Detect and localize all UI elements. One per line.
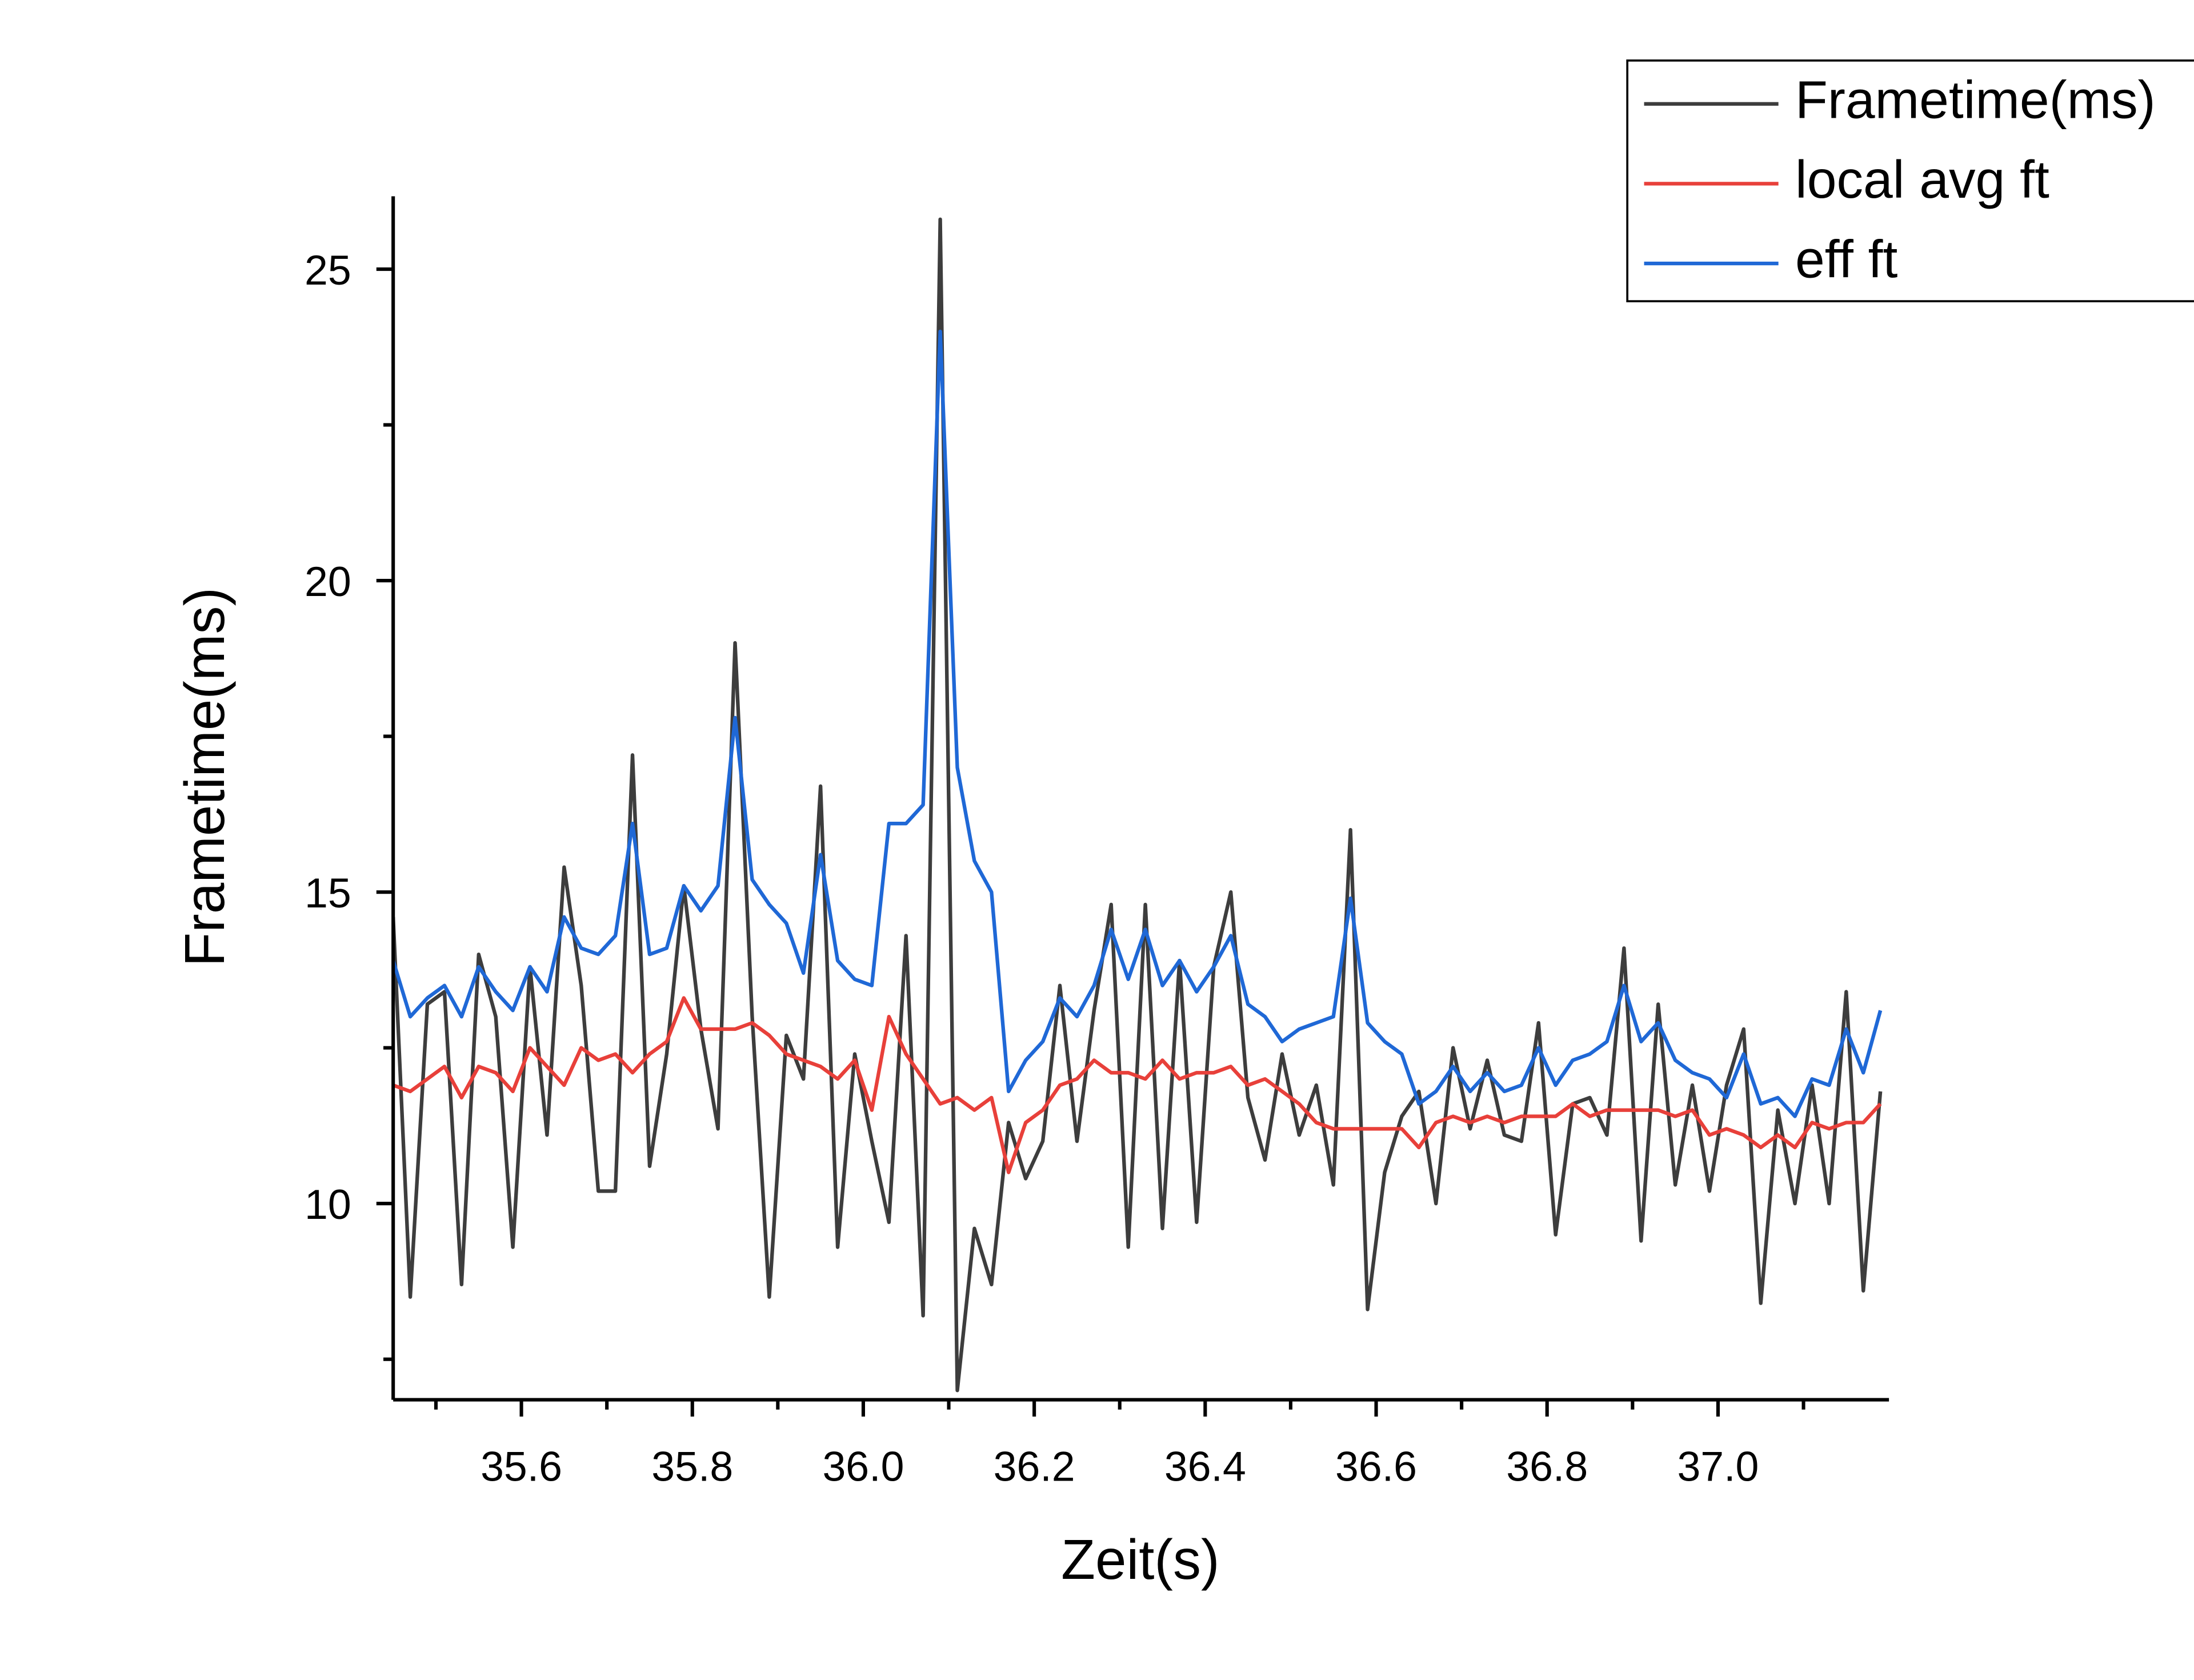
- y-tick-label: 25: [305, 246, 351, 294]
- x-tick-label: 37.0: [1677, 1443, 1759, 1490]
- x-tick-label: 36.0: [822, 1443, 904, 1490]
- y-tick-label: 20: [305, 558, 351, 605]
- x-tick-label: 36.2: [994, 1443, 1075, 1490]
- legend-label: eff ft: [1795, 230, 1897, 289]
- y-axis-title: Frametime(ms): [173, 587, 236, 967]
- y-tick-label: 10: [305, 1181, 351, 1228]
- x-tick-label: 35.6: [481, 1443, 562, 1490]
- x-tick-label: 36.8: [1506, 1443, 1588, 1490]
- legend-box: [1626, 59, 2194, 302]
- x-axis-title: Zeit(s): [1061, 1528, 1219, 1591]
- data-line: [393, 217, 1883, 1393]
- legend-label: Frametime(ms): [1795, 70, 2156, 129]
- legend-label: local avg ft: [1795, 150, 2049, 209]
- x-tick-label: 36.6: [1335, 1443, 1417, 1490]
- x-tick-label: 36.4: [1164, 1443, 1246, 1490]
- data-line: [393, 996, 1882, 1174]
- x-tick-label: 35.8: [651, 1443, 733, 1490]
- y-tick-label: 15: [305, 869, 351, 917]
- data-line: [393, 329, 1883, 1118]
